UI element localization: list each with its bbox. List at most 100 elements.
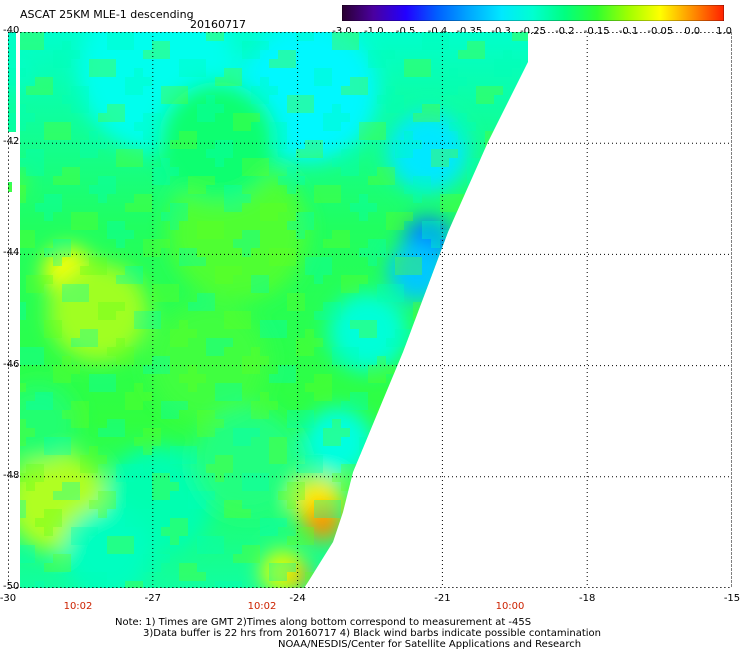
data-cell [269, 59, 278, 68]
data-cell [62, 446, 71, 455]
data-cell [332, 32, 341, 41]
data-cell [395, 581, 404, 588]
data-cell [332, 509, 341, 518]
data-cell [161, 284, 170, 293]
data-cell [260, 329, 269, 338]
data-cell [260, 86, 269, 95]
data-cell [98, 113, 107, 122]
data-cell [341, 167, 350, 176]
data-cell [17, 356, 26, 365]
data-cell [386, 176, 395, 185]
data-cell [341, 86, 350, 95]
data-cell [368, 59, 377, 68]
data-cell [107, 374, 116, 383]
data-cell [269, 455, 278, 464]
data-cell [512, 293, 521, 302]
data-cell [440, 545, 449, 554]
data-cell [35, 284, 44, 293]
data-cell [197, 491, 206, 500]
data-cell [134, 464, 143, 473]
data-cell [224, 68, 233, 77]
data-cell [125, 581, 134, 588]
data-cell [350, 347, 359, 356]
data-cell [368, 122, 377, 131]
data-cell [215, 536, 224, 545]
data-cell [197, 68, 206, 77]
latitude-label: -44 [3, 247, 20, 259]
data-cell [35, 203, 44, 212]
data-cell [386, 104, 395, 113]
data-cell [332, 239, 341, 248]
data-cell [80, 410, 89, 419]
data-cell [44, 212, 53, 221]
data-cell [8, 194, 17, 203]
data-cell [431, 113, 440, 122]
data-cell [494, 68, 503, 77]
data-cell [458, 131, 467, 140]
data-cell [71, 410, 80, 419]
data-cell [485, 482, 494, 491]
data-cell [269, 572, 278, 581]
data-cell [359, 131, 368, 140]
data-cell [431, 149, 440, 158]
data-cell [503, 185, 512, 194]
data-cell [332, 158, 341, 167]
map-frame [8, 32, 732, 588]
data-cell [152, 41, 161, 50]
data-cell [467, 176, 476, 185]
data-cell [467, 482, 476, 491]
data-cell [323, 302, 332, 311]
data-cell [161, 212, 170, 221]
data-cell [170, 284, 179, 293]
data-cell [62, 356, 71, 365]
data-cell [512, 536, 521, 545]
data-cell [431, 221, 440, 230]
data-cell [134, 401, 143, 410]
map-title: ASCAT 25KM MLE-1 descending [20, 8, 194, 21]
data-cell [125, 536, 134, 545]
data-cell [161, 176, 170, 185]
data-cell [485, 221, 494, 230]
data-cell [260, 77, 269, 86]
data-cell [359, 122, 368, 131]
data-cell [269, 212, 278, 221]
data-cell [17, 113, 26, 122]
data-cell [143, 239, 152, 248]
data-cell [521, 149, 528, 158]
data-cell [53, 176, 62, 185]
data-cell [215, 275, 224, 284]
data-cell [233, 437, 242, 446]
data-cell [260, 41, 269, 50]
data-cell [485, 536, 494, 545]
wind-field-patch [305, 504, 341, 540]
data-cell [503, 500, 512, 509]
data-cell [44, 194, 53, 203]
data-cell [296, 95, 305, 104]
data-cell [35, 401, 44, 410]
wind-field-patch [48, 262, 148, 362]
data-cell [224, 464, 233, 473]
data-cell [278, 455, 287, 464]
data-cell [260, 473, 269, 482]
data-cell [314, 77, 323, 86]
data-cell [440, 473, 449, 482]
data-cell [359, 509, 368, 518]
data-cell [206, 293, 215, 302]
data-cell [422, 374, 431, 383]
data-cell [287, 248, 296, 257]
data-cell [296, 230, 305, 239]
data-cell [440, 581, 449, 588]
data-cell [413, 500, 422, 509]
data-cell [287, 293, 296, 302]
data-cell [467, 365, 476, 374]
data-cell [107, 41, 116, 50]
data-cell [521, 464, 528, 473]
data-cell [53, 131, 62, 140]
data-cell [215, 221, 224, 230]
data-cell [26, 158, 35, 167]
data-cell [395, 338, 404, 347]
data-cell [161, 410, 170, 419]
data-cell [134, 518, 143, 527]
data-cell [422, 68, 431, 77]
data-cell [503, 572, 512, 581]
